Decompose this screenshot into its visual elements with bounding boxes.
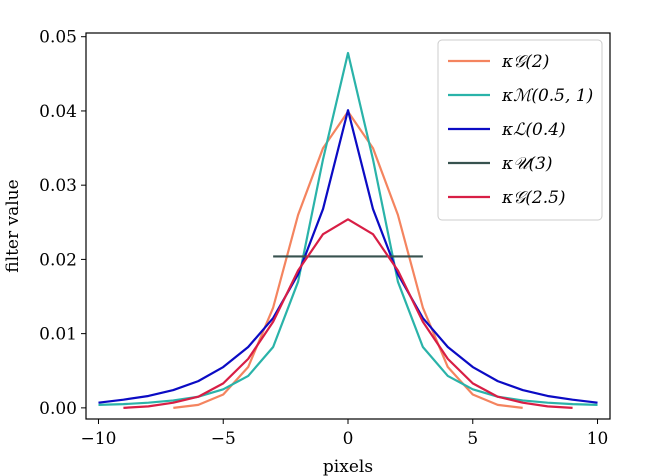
- legend: κ𝒢(2) κℳ(0.5, 1) κℒ(0.4) κ𝒰(3) κ𝒢(2.5): [437, 39, 603, 221]
- x-tick-label: −5: [211, 429, 236, 449]
- series-line-5: [123, 218, 573, 409]
- x-tick-label: 10: [587, 429, 609, 449]
- axes-ticks: −10 −5 0 5 10 0.00 0.01 0.02 0.03 0.04 0.05: [39, 28, 608, 449]
- y-tick-label: 0.01: [39, 325, 77, 345]
- y-tick-label: 0.00: [39, 399, 77, 419]
- legend-label-3: κℒ(0.4): [501, 120, 566, 140]
- y-tick-label: 0.05: [39, 28, 77, 48]
- x-tick-label: 0: [343, 429, 354, 449]
- legend-label-2: κℳ(0.5, 1): [501, 86, 593, 106]
- series-line-3: [98, 109, 598, 404]
- y-tick-label: 0.04: [39, 102, 77, 122]
- legend-label-1: κ𝒢(2): [501, 52, 549, 72]
- x-tick-label: 5: [467, 429, 478, 449]
- legend-label-4: κ𝒰(3): [501, 154, 553, 174]
- x-tick-label: −10: [81, 429, 117, 449]
- y-tick-label: 0.02: [39, 250, 77, 270]
- y-tick-label: 0.03: [39, 176, 77, 196]
- y-axis-label: filter value: [3, 179, 23, 272]
- x-axis-label: pixels: [323, 457, 373, 476]
- legend-label-5: κ𝒢(2.5): [501, 188, 566, 208]
- series-line-2: [98, 51, 598, 406]
- legend-box: [437, 39, 603, 221]
- plot-area: [98, 51, 598, 409]
